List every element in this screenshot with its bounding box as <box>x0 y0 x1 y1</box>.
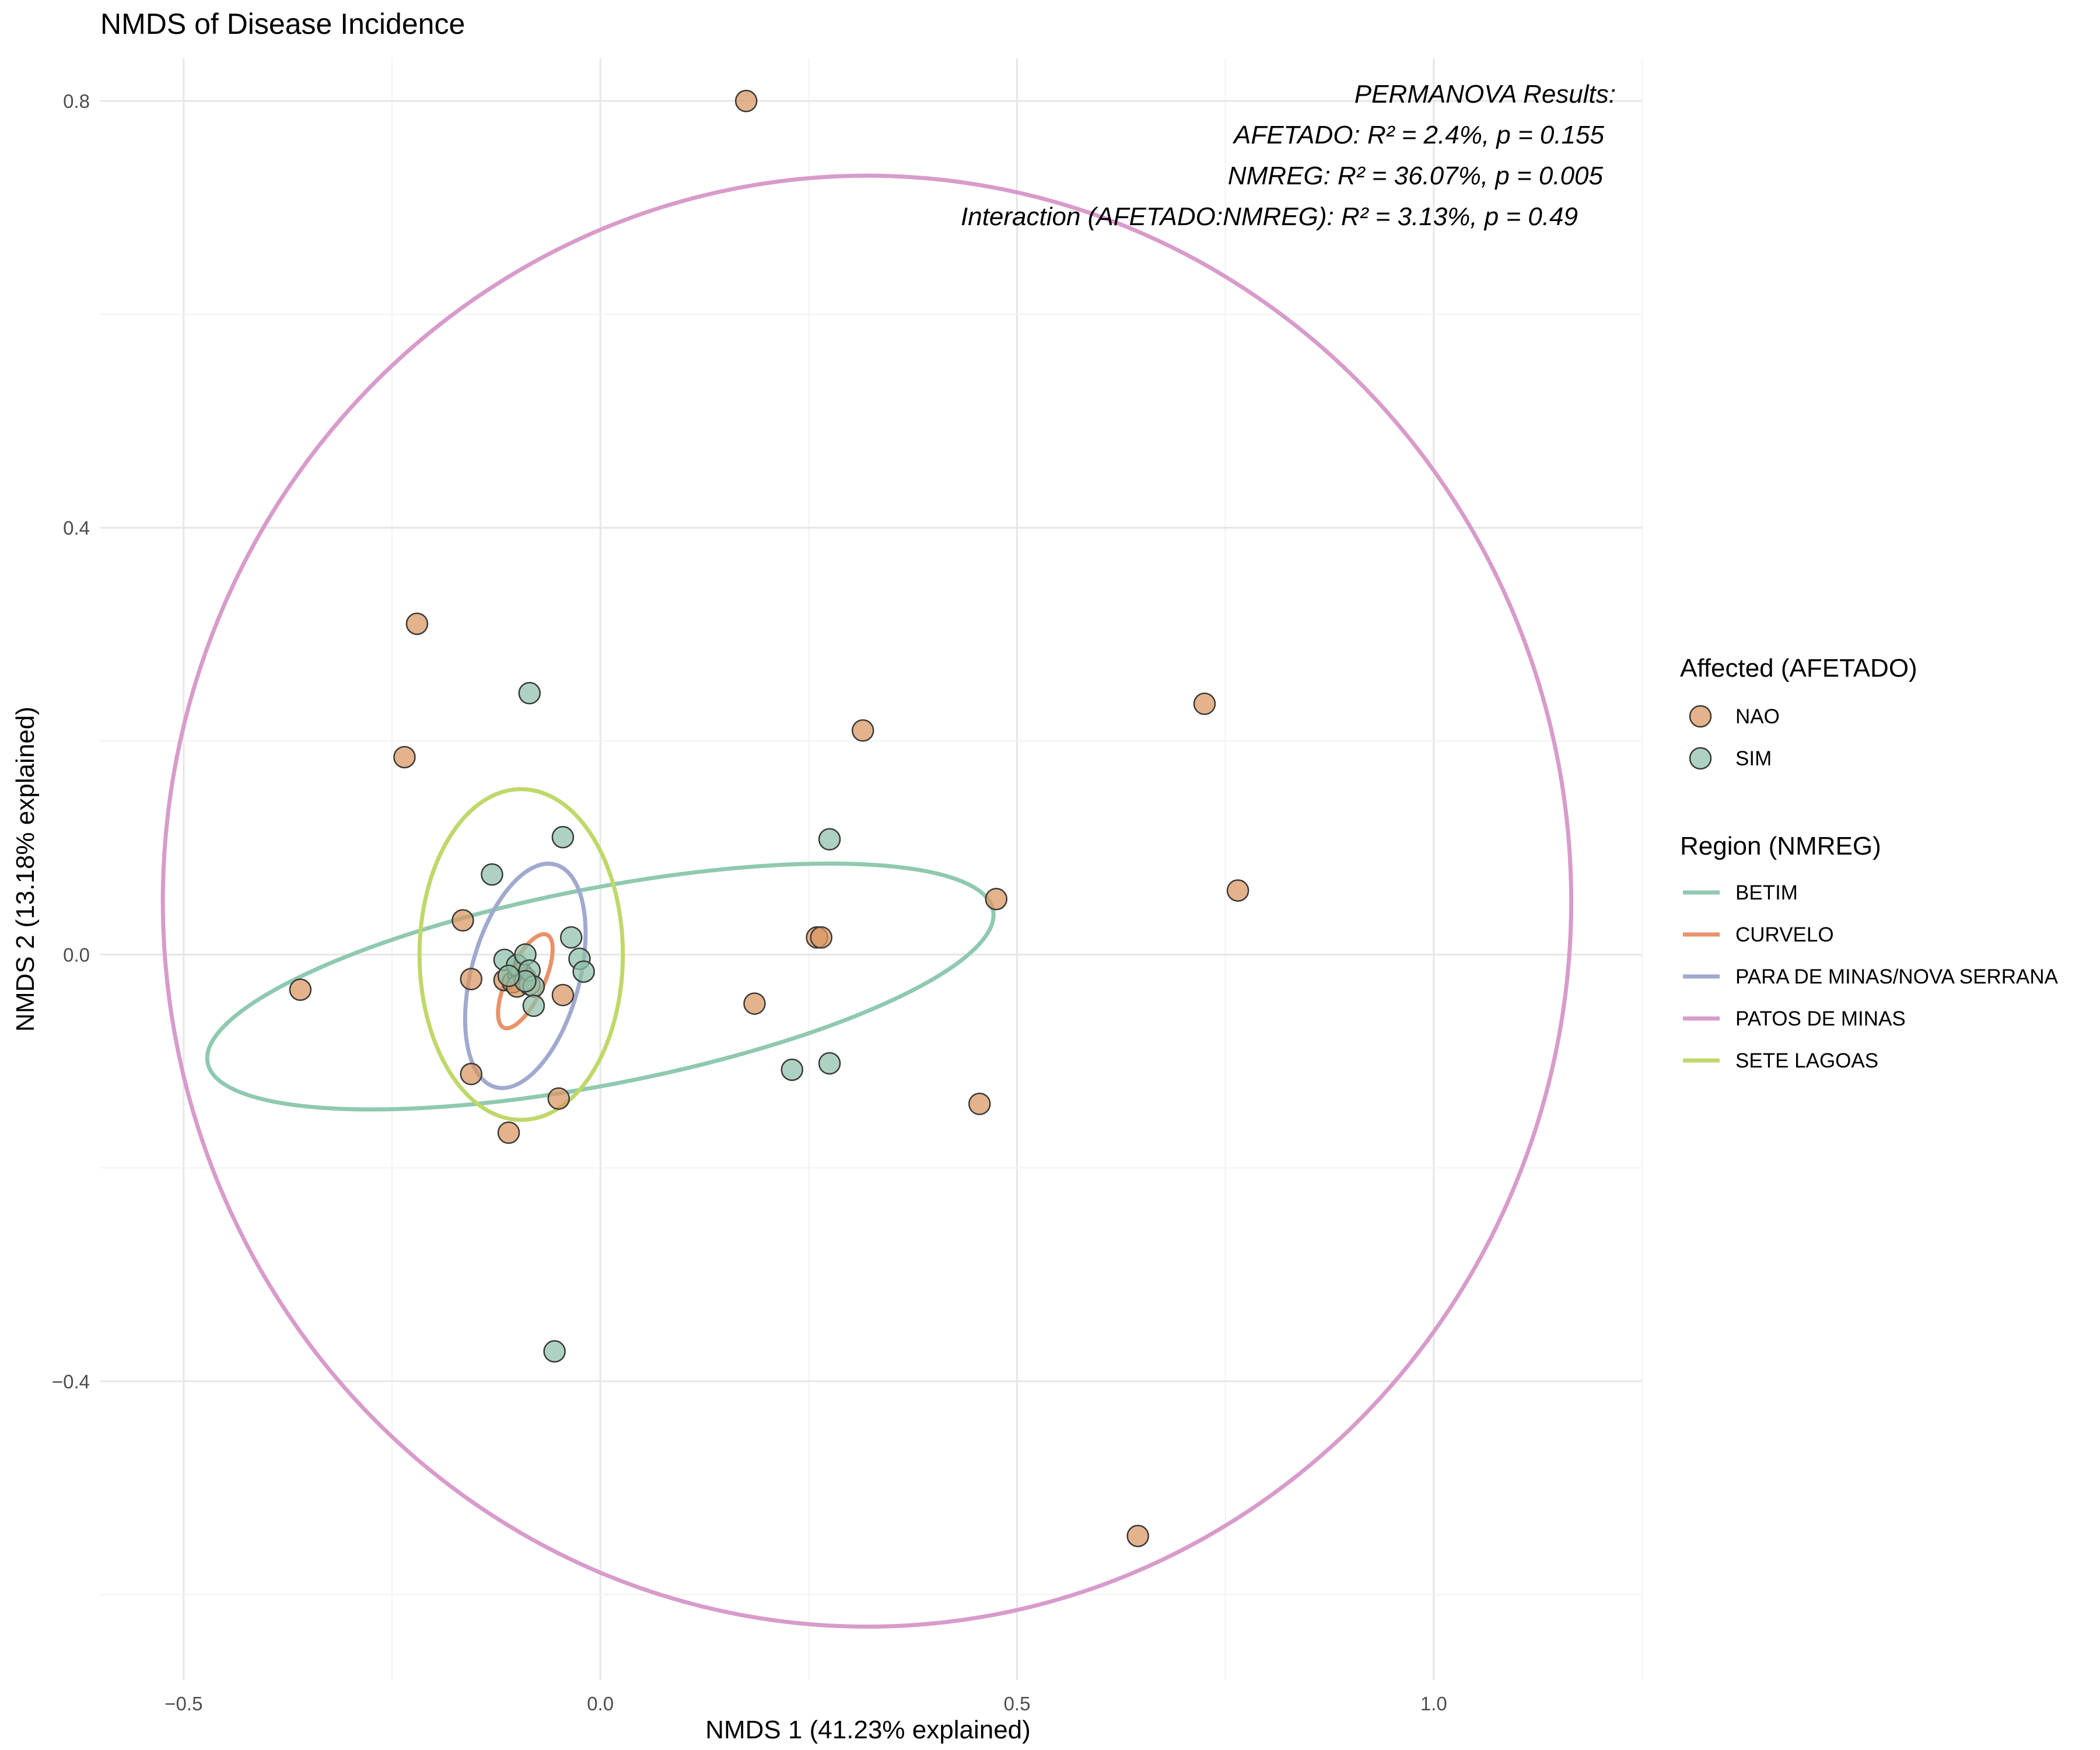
point-nao <box>1193 692 1216 715</box>
point-sim <box>481 863 503 886</box>
permanova-annotation: PERMANOVA Results: AFETADO: R² = 2.4%, p … <box>961 80 1616 231</box>
point-nao <box>1126 1524 1149 1548</box>
x-tick-label: 1.0 <box>1420 1693 1447 1714</box>
point-sim <box>522 994 545 1017</box>
chart-title: NMDS of Disease Incidence <box>100 8 465 40</box>
y-tick-label: −0.4 <box>52 1371 90 1392</box>
legend-label: CURVELO <box>1735 923 1834 946</box>
point-nao <box>289 978 312 1001</box>
point-nao <box>734 89 758 113</box>
point-nao <box>393 746 416 769</box>
point-nao <box>405 612 429 635</box>
annotation-line: NMREG: R² = 36.07%, p = 0.005 <box>1228 162 1604 190</box>
point-sim <box>572 960 595 983</box>
point-sim <box>543 1340 566 1363</box>
legend-label: NAO <box>1735 705 1780 728</box>
y-tick-label: 0.0 <box>63 944 90 965</box>
grid-lines <box>100 58 1643 1680</box>
legend-title-affected: Affected (AFETADO) <box>1680 654 1917 682</box>
ellipse-sete-lagoas <box>417 787 625 1122</box>
legend-key-nao <box>1689 705 1712 728</box>
legend-label: SETE LAGOAS <box>1735 1049 1878 1072</box>
y-tick-label: 0.4 <box>63 517 90 539</box>
point-sim <box>818 1052 841 1075</box>
annotation-line: Interaction (AFETADO:NMREG): R² = 3.13%,… <box>961 202 1578 231</box>
point-nao <box>452 909 474 932</box>
y-tick-label: 0.8 <box>63 90 90 112</box>
data-points <box>289 89 1250 1548</box>
x-tick-label: 0.0 <box>587 1693 614 1714</box>
point-nao <box>985 887 1008 911</box>
axis-ticks: −0.5 0.0 0.5 1.0 −0.4 0.0 0.4 0.8 <box>52 90 1447 1714</box>
point-nao <box>743 992 766 1015</box>
point-nao <box>497 1121 520 1144</box>
legend-label: PARA DE MINAS/NOVA SERRANA <box>1735 965 2059 988</box>
point-sim <box>518 681 541 705</box>
point-nao <box>460 968 482 991</box>
point-sim <box>559 926 583 949</box>
annotation-line: AFETADO: R² = 2.4%, p = 0.155 <box>1232 121 1605 149</box>
point-nao <box>551 984 575 1007</box>
point-nao <box>547 1087 570 1110</box>
point-nao <box>1226 879 1250 902</box>
point-nao <box>851 719 874 742</box>
point-sim <box>551 825 575 849</box>
legend-title-region: Region (NMREG) <box>1680 832 1881 860</box>
x-tick-label: 0.5 <box>1004 1693 1031 1714</box>
y-axis-title: NMDS 2 (13.18% explained) <box>11 706 40 1032</box>
point-nao <box>968 1093 991 1115</box>
legend-label: SIM <box>1735 747 1772 770</box>
ellipse-patos-de-minas <box>160 173 1574 1629</box>
point-nao <box>810 926 833 949</box>
annotation-line: PERMANOVA Results: <box>1354 80 1616 108</box>
region-ellipses <box>160 173 1574 1629</box>
point-sim <box>497 964 520 988</box>
ellipse-para-de-minas-nova-serrana <box>463 862 588 1090</box>
ellipse-betim <box>205 861 996 1112</box>
x-tick-label: −0.5 <box>164 1693 202 1714</box>
legend: Affected (AFETADO) NAO SIM Region (NMREG) BE… <box>1680 654 2059 1072</box>
legend-label: BETIM <box>1735 881 1798 904</box>
point-sim <box>780 1058 804 1082</box>
x-axis-title: NMDS 1 (41.23% explained) <box>705 1716 1031 1744</box>
point-sim <box>818 828 841 851</box>
point-nao <box>460 1062 482 1086</box>
legend-key-sim <box>1689 747 1712 770</box>
legend-label: PATOS DE MINAS <box>1735 1007 1906 1030</box>
